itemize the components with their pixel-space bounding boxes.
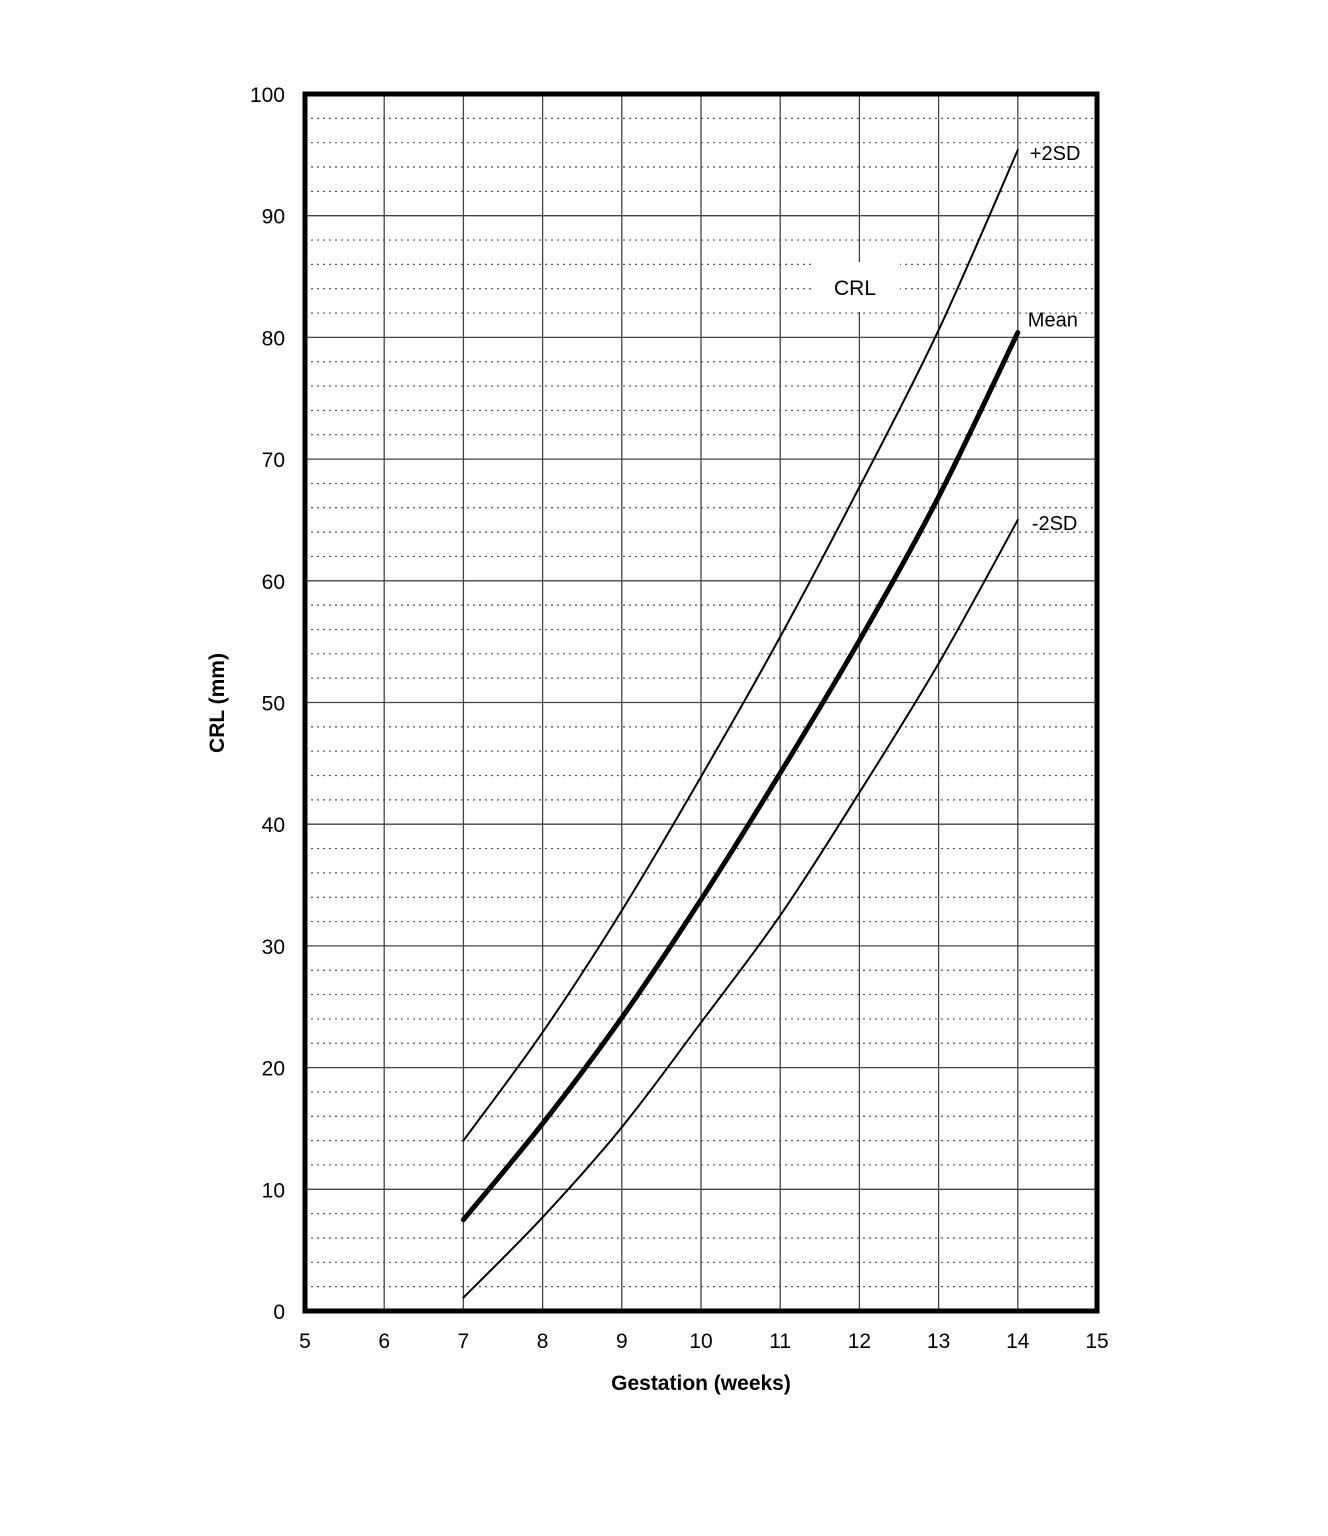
x-tick-label: 7 — [458, 1330, 470, 1353]
x-tick-label: 11 — [769, 1330, 791, 1353]
x-axis-title: Gestation (weeks) — [611, 1372, 791, 1395]
chart-title-background — [812, 262, 900, 312]
y-axis-tick-labels: 0 10 20 30 40 50 60 70 80 90 100 — [250, 84, 285, 1324]
y-tick-label: 100 — [250, 84, 285, 107]
x-tick-label: 6 — [378, 1330, 390, 1353]
x-tick-label: 9 — [616, 1330, 628, 1353]
series-label-mean: Mean — [1028, 310, 1078, 332]
x-tick-label: 5 — [299, 1330, 311, 1353]
y-tick-label: 10 — [262, 1179, 285, 1202]
x-tick-label: 8 — [537, 1330, 549, 1353]
x-tick-label: 12 — [848, 1330, 871, 1353]
x-tick-label: 15 — [1085, 1330, 1108, 1353]
y-tick-label: 50 — [262, 693, 285, 716]
x-tick-label: 10 — [689, 1330, 712, 1353]
y-tick-label: 30 — [262, 936, 285, 959]
chart-title: CRL — [834, 277, 876, 300]
curve-minus-2sd — [462, 518, 1019, 1299]
y-tick-label: 80 — [262, 327, 285, 350]
y-tick-label: 40 — [262, 814, 285, 837]
series-label-minus-2sd: -2SD — [1032, 513, 1078, 535]
x-tick-label: 13 — [927, 1330, 950, 1353]
y-tick-label: 60 — [262, 571, 285, 594]
data-curves — [460, 148, 1021, 1299]
major-gridlines — [304, 93, 1098, 1312]
chart-title-group: CRL — [812, 262, 900, 312]
series-label-plusminus-2sd: +2SD — [1030, 143, 1081, 165]
y-tick-label: 0 — [273, 1301, 285, 1324]
y-tick-label: 20 — [262, 1058, 285, 1081]
series-labels: +2SD Mean -2SD — [1028, 143, 1081, 535]
y-axis-title: CRL (mm) — [206, 653, 229, 753]
x-tick-label: 14 — [1006, 1330, 1030, 1353]
x-axis-tick-labels: 5 6 7 8 9 10 11 12 13 14 15 — [299, 1330, 1109, 1353]
plot-frame — [302, 91, 1100, 1314]
y-tick-label: 70 — [262, 449, 285, 472]
curve-plusminus-2sd — [462, 148, 1019, 1142]
curve-mean — [460, 330, 1021, 1223]
y-tick-label: 90 — [262, 206, 285, 229]
